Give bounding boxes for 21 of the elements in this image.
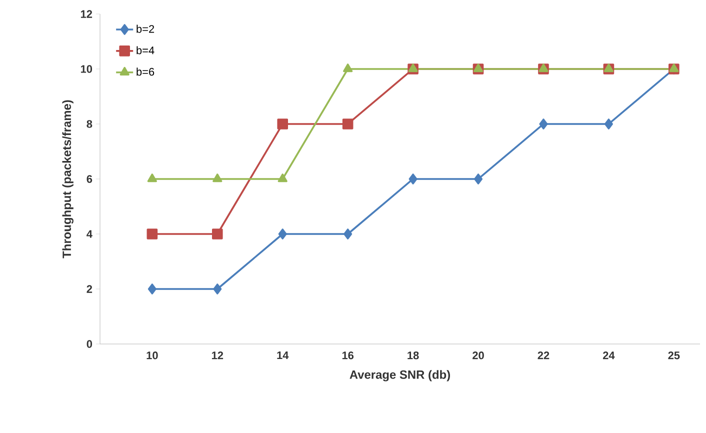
y-axis-title: Throughput (packets/frame) (62, 100, 74, 258)
x-tick-label: 14 (277, 352, 289, 360)
legend-label: b=2 (136, 24, 154, 33)
y-tick-label: 2 (86, 285, 92, 293)
x-tick-label: 22 (538, 352, 550, 360)
y-tick-label: 10 (80, 65, 92, 73)
y-tick-label: 8 (86, 120, 92, 128)
y-tick-label: 12 (80, 10, 92, 18)
y-tick-label: 6 (86, 175, 92, 183)
x-axis-title: Average SNR (db) (350, 370, 450, 382)
x-tick-label: 25 (668, 352, 680, 360)
y-tick-label: 0 (86, 340, 92, 348)
x-tick-label: 20 (472, 352, 484, 360)
legend-label: b=6 (136, 68, 154, 76)
x-tick-label: 24 (602, 352, 615, 360)
y-tick-label: 4 (86, 230, 92, 238)
x-tick-label: 16 (342, 352, 354, 360)
x-tick-label: 18 (408, 352, 419, 360)
x-tick-label: 12 (212, 352, 224, 360)
legend-label: b=4 (136, 46, 154, 54)
x-tick-label: 10 (146, 352, 158, 360)
